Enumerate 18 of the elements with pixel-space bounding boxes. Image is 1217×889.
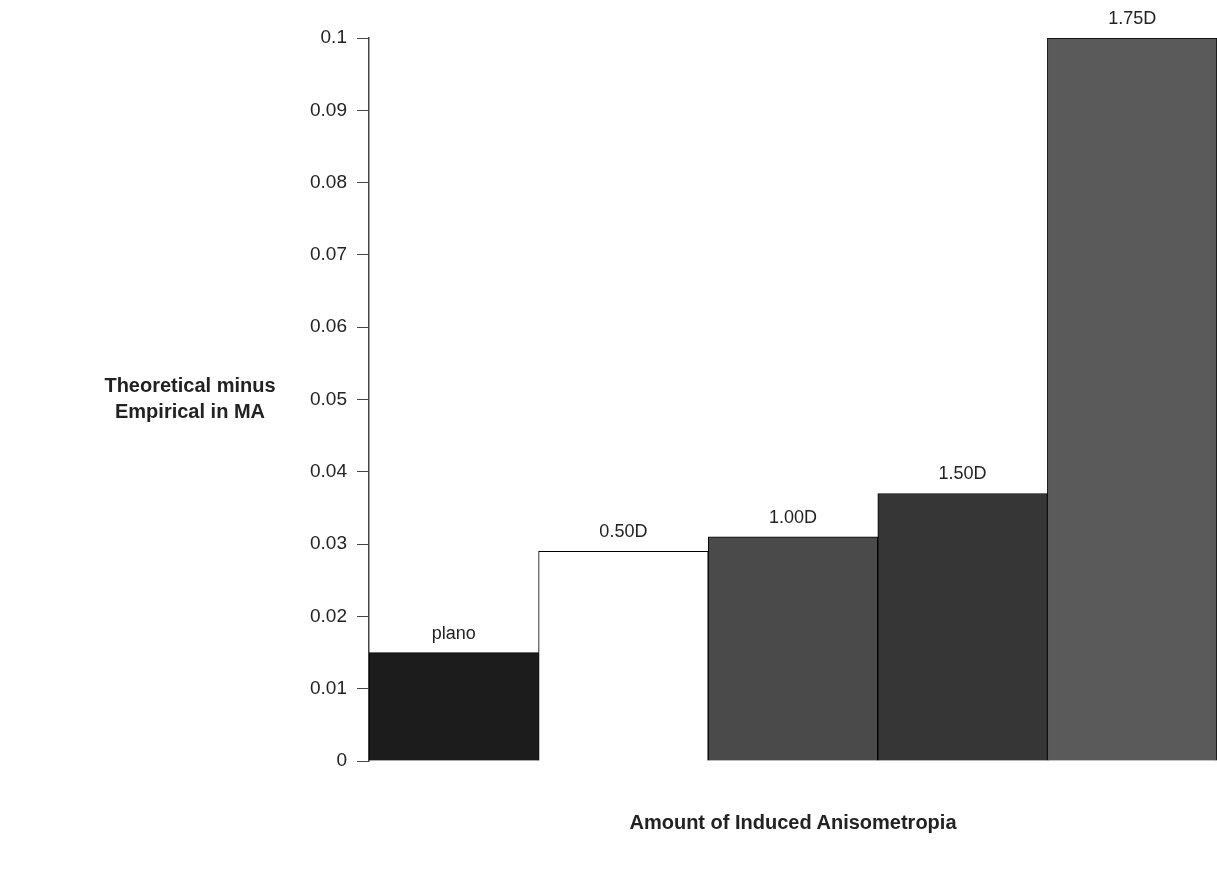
y-axis-title: Theoretical minus Empirical in MA xyxy=(103,373,277,424)
x-tick-label: 1.75D xyxy=(1108,7,1157,28)
y-tick-label: 0.08 xyxy=(310,170,347,192)
y-tick-label: 0.05 xyxy=(310,387,347,409)
y-tick-label: 0 xyxy=(336,749,347,771)
y-tick-label: 0.01 xyxy=(310,676,347,698)
y-tick-label: 0.03 xyxy=(310,532,347,554)
y-tick-label: 0.04 xyxy=(310,460,348,482)
y-tick-label: 0.07 xyxy=(310,243,347,265)
y-tick-label: 0.02 xyxy=(310,604,347,626)
x-tick-label: 1.00D xyxy=(768,506,818,527)
y-tick-label: 0.06 xyxy=(310,315,347,337)
x-tick-label: 1.50D xyxy=(938,463,987,484)
y-tick-label: 0.09 xyxy=(310,98,347,120)
x-tick-label: 0.50D xyxy=(599,521,648,542)
x-tick-label: plano xyxy=(431,622,476,643)
y-tick-label: 0.1 xyxy=(320,26,347,48)
x-axis-title: Amount of Induced Anisometropia xyxy=(629,810,958,833)
